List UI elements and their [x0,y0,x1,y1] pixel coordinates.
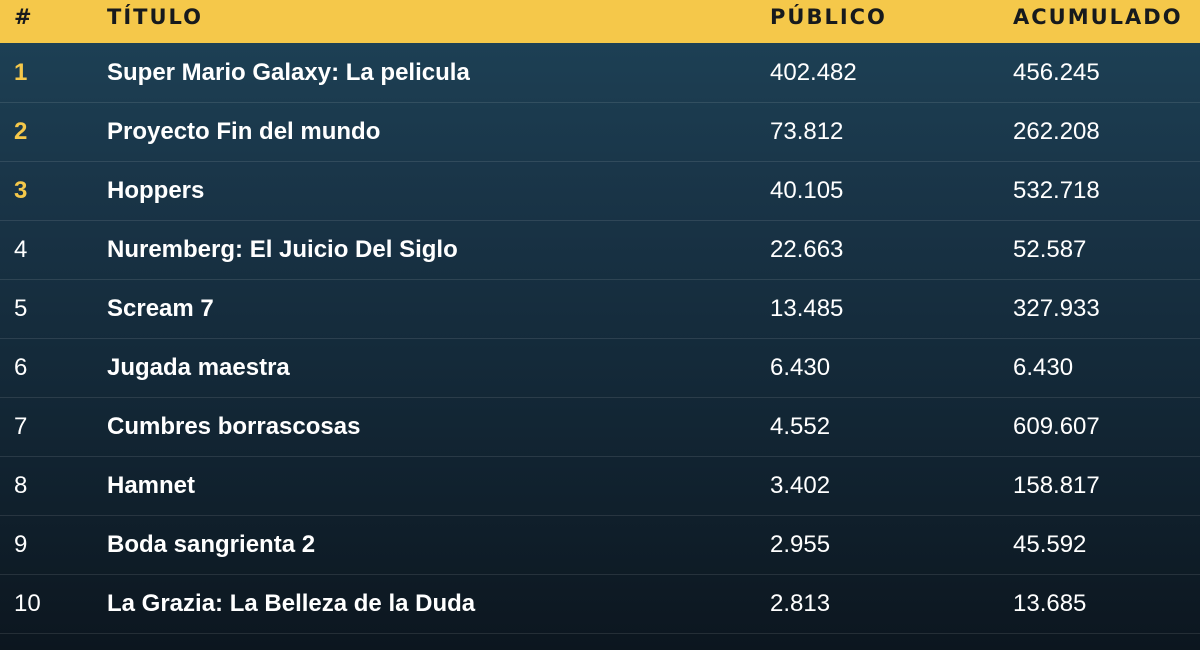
table-row: 3 Hoppers 40.105 532.718 [0,162,1200,221]
title-cell: Proyecto Fin del mundo [107,118,381,145]
header-total: ACUMULADO [1013,5,1183,29]
title-cell: Boda sangrienta 2 [107,531,316,558]
title-cell: Scream 7 [107,295,214,322]
title-cell: Jugada maestra [107,354,290,381]
table-row: 1 Super Mario Galaxy: La pelicula 402.48… [0,44,1200,103]
total-cell: 158.817 [1013,472,1100,499]
header-rank: # [14,5,34,29]
public-cell: 402.482 [770,59,857,86]
public-cell: 40.105 [770,177,844,204]
rank-cell: 2 [14,118,28,145]
total-cell: 327.933 [1013,295,1100,322]
public-cell: 2.813 [770,590,831,617]
rank-cell: 1 [14,59,28,86]
total-cell: 45.592 [1013,531,1087,558]
header-public: PÚBLICO [770,5,887,29]
rank-cell: 7 [14,413,28,440]
total-cell: 456.245 [1013,59,1100,86]
public-cell: 13.485 [770,295,844,322]
table-row: 10 La Grazia: La Belleza de la Duda 2.81… [0,575,1200,634]
rank-cell: 10 [14,590,41,617]
table-header: # TÍTULO PÚBLICO ACUMULADO [0,0,1200,43]
title-cell: La Grazia: La Belleza de la Duda [107,590,476,617]
table-body: 1 Super Mario Galaxy: La pelicula 402.48… [0,44,1200,634]
rank-cell: 9 [14,531,28,558]
title-cell: Hamnet [107,472,196,499]
total-cell: 262.208 [1013,118,1100,145]
total-cell: 13.685 [1013,590,1087,617]
total-cell: 609.607 [1013,413,1100,440]
table-row: 5 Scream 7 13.485 327.933 [0,280,1200,339]
header-title: TÍTULO [107,5,203,29]
rank-cell: 3 [14,177,28,204]
public-cell: 6.430 [770,354,831,381]
public-cell: 4.552 [770,413,831,440]
table-row: 9 Boda sangrienta 2 2.955 45.592 [0,516,1200,575]
rank-cell: 5 [14,295,28,322]
title-cell: Super Mario Galaxy: La pelicula [107,59,470,86]
public-cell: 73.812 [770,118,844,145]
public-cell: 22.663 [770,236,844,263]
total-cell: 532.718 [1013,177,1100,204]
title-cell: Cumbres borrascosas [107,413,361,440]
title-cell: Hoppers [107,177,205,204]
rank-cell: 8 [14,472,28,499]
title-cell: Nuremberg: El Juicio Del Siglo [107,236,458,263]
table-row: 4 Nuremberg: El Juicio Del Siglo 22.663 … [0,221,1200,280]
total-cell: 52.587 [1013,236,1087,263]
total-cell: 6.430 [1013,354,1074,381]
table-row: 8 Hamnet 3.402 158.817 [0,457,1200,516]
table-row: 7 Cumbres borrascosas 4.552 609.607 [0,398,1200,457]
rank-cell: 4 [14,236,28,263]
table-row: 2 Proyecto Fin del mundo 73.812 262.208 [0,103,1200,162]
public-cell: 3.402 [770,472,831,499]
public-cell: 2.955 [770,531,831,558]
rank-cell: 6 [14,354,28,381]
table-row: 6 Jugada maestra 6.430 6.430 [0,339,1200,398]
